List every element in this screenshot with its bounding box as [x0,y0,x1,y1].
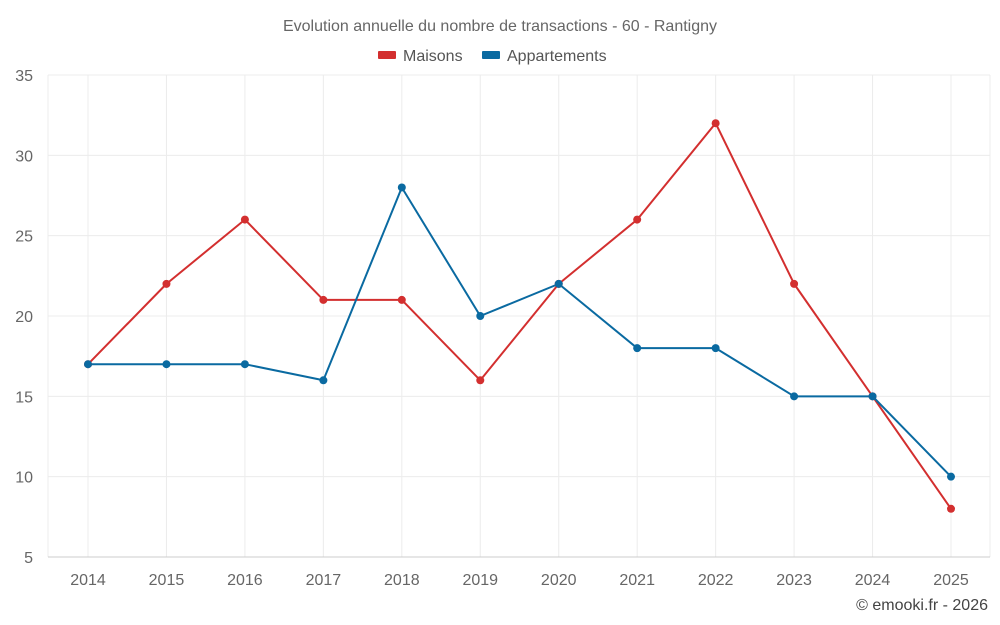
data-point-appartements-2021[interactable]: Appartements 2021: 18 [633,344,642,353]
data-point-appartements-2025[interactable]: Appartements 2025: 10 [947,472,955,481]
y-tick-label: 20 [15,309,33,326]
data-point-appartements-2020[interactable]: Appartements 2020: 22 [554,279,563,288]
data-point-maisons-2021[interactable]: Maisons 2021: 26 [633,215,642,224]
data-point-appartements-2022[interactable]: Appartements 2022: 18 [711,344,720,353]
chart-title: Evolution annuelle du nombre de transact… [283,18,717,35]
data-point-maisons-2025[interactable]: Maisons 2025: 8 [947,504,955,513]
y-tick-label: 10 [15,470,33,487]
legend-swatch-appartements [482,51,500,59]
x-tick-label: 2018 [384,572,420,589]
legend-label-maisons: Maisons [403,48,463,65]
x-tick-label: 2015 [149,572,185,589]
x-tick-label: 2019 [462,572,498,589]
legend-item-maisons[interactable]: Maisons [378,48,463,65]
y-tick-label: 35 [15,68,33,85]
x-tick-label: 2021 [619,572,655,589]
x-tick-label: 2016 [227,572,263,589]
x-tick-label: 2025 [933,572,969,589]
data-point-appartements-2023[interactable]: Appartements 2023: 15 [790,392,799,401]
data-point-appartements-2019[interactable]: Appartements 2019: 20 [476,312,485,320]
data-point-appartements-2017[interactable]: Appartements 2017: 16 [319,376,328,385]
y-tick-label: 25 [15,229,33,246]
y-tick-label: 15 [15,389,33,406]
data-point-maisons-2019[interactable]: Maisons 2019: 16 [476,376,485,385]
series-line-appartements [88,186,952,478]
x-tick-label: 2024 [855,572,891,589]
series-layer: Maisons 2014: 17Maisons 2015: 22Maisons … [84,119,955,513]
data-point-maisons-2015[interactable]: Maisons 2015: 22 [162,279,171,288]
x-tick-label: 2020 [541,572,577,589]
legend-label-appartements: Appartements [507,48,607,65]
x-tick-label: 2014 [70,572,106,589]
data-point-appartements-2016[interactable]: Appartements 2016: 17 [240,360,249,369]
grid-layer [47,74,991,557]
series-line-maisons [87,122,952,510]
data-point-maisons-2017[interactable]: Maisons 2017: 21 [319,295,328,304]
data-point-maisons-2023[interactable]: Maisons 2023: 22 [790,279,799,288]
legend-swatch-maisons [378,51,396,59]
data-point-maisons-2022[interactable]: Maisons 2022: 32 [711,119,720,128]
data-point-appartements-2014[interactable]: Appartements 2014: 17 [84,360,92,369]
y-tick-label: 5 [24,550,33,567]
x-tick-label: 2023 [776,572,812,589]
y-tick-label: 30 [15,148,33,165]
legend-item-appartements[interactable]: Appartements [482,48,607,65]
x-tick-label: 2017 [306,572,342,589]
data-point-maisons-2018[interactable]: Maisons 2018: 21 [397,295,406,304]
legend: Maisons Appartements [378,48,607,65]
data-point-appartements-2018[interactable]: Appartements 2018: 28 [397,183,406,192]
data-point-maisons-2016[interactable]: Maisons 2016: 26 [240,215,249,224]
data-point-appartements-2024[interactable]: Appartements 2024: 15 [868,392,877,401]
credit-text: © emooki.fr - 2026 [856,597,988,614]
x-tick-label: 2022 [698,572,734,589]
data-point-appartements-2015[interactable]: Appartements 2015: 17 [162,360,171,369]
